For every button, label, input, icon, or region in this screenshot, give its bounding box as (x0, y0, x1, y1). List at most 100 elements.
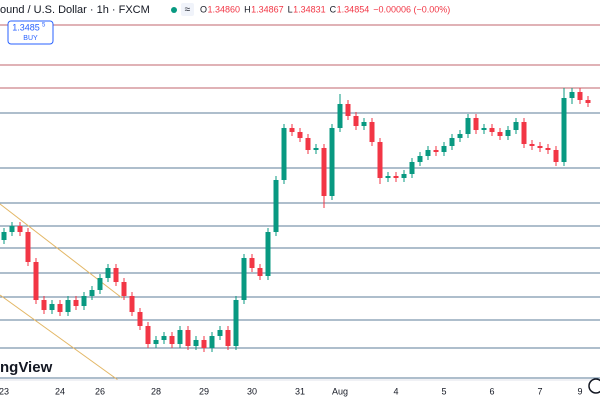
candle-body (329, 128, 335, 196)
candle-body (233, 300, 239, 346)
x-tick-label: 28 (151, 386, 161, 396)
candle-body (225, 330, 231, 346)
ohlc-letter: H (244, 4, 251, 14)
x-tick-label: 5 (441, 386, 446, 396)
candle-body (585, 100, 591, 103)
status-box (181, 3, 194, 16)
candle-body (145, 326, 151, 344)
ohlc-letter: C (330, 4, 337, 14)
candle-body (73, 300, 79, 306)
x-tick-label: 29 (199, 386, 209, 396)
candle-body (33, 262, 39, 300)
candle-body (497, 132, 503, 136)
buy-button[interactable]: 1.3485 5 BUY (7, 20, 54, 45)
watermark: ngView (0, 359, 53, 376)
candle-body (201, 340, 207, 348)
candle-body (169, 336, 175, 344)
candle-body (473, 118, 479, 130)
candle-body (529, 144, 535, 146)
candle-body (393, 176, 399, 178)
candle-body (369, 122, 375, 142)
candle-body (17, 226, 23, 232)
candle-body (1, 232, 7, 240)
candle-body (305, 138, 311, 150)
candle-body (49, 304, 55, 310)
candle-body (345, 104, 351, 116)
status-icon: ≈ (185, 5, 191, 16)
candle-body (481, 128, 487, 130)
candle-body (241, 258, 247, 300)
candle-body (465, 118, 471, 134)
candle-body (385, 176, 391, 178)
candle-body (401, 174, 407, 178)
x-tick-label: 30 (247, 386, 257, 396)
x-axis: 23 24 26 28 29 30 31 Aug 4 5 6 7 9 (0, 386, 583, 396)
candle-body (337, 104, 343, 128)
x-tick-label: 6 (489, 386, 494, 396)
x-tick-label: 7 (537, 386, 542, 396)
channel-line (0, 294, 119, 381)
buy-price-superscript[interactable]: 5 (42, 23, 46, 29)
ohlc-value: 1.34867 (251, 4, 284, 14)
candle-body (457, 134, 463, 138)
candle-body (513, 122, 519, 130)
candle-body (409, 162, 415, 174)
x-tick-label: Aug (332, 386, 348, 396)
candle-body (161, 336, 167, 340)
x-tick-label: 23 (0, 386, 9, 396)
candle-body (9, 226, 15, 232)
candle-body (353, 116, 359, 126)
candle-body (177, 330, 183, 344)
candle-body (57, 304, 63, 312)
candle-body (449, 138, 455, 146)
candle-body (25, 232, 31, 262)
candle-body (193, 340, 199, 346)
status-dot (171, 7, 177, 13)
candle-body (441, 146, 447, 152)
header-bg (0, 0, 600, 19)
candle-body (321, 148, 327, 196)
ohlc: O 1.34860 H 1.34867 L 1.34831 C 1.34854 −0.00006… (200, 4, 450, 14)
x-tick-label: 4 (393, 386, 398, 396)
candle-body (121, 282, 127, 296)
candle-body (489, 128, 495, 132)
candle-body (153, 340, 159, 344)
candle-body (377, 142, 383, 178)
buy-label[interactable]: BUY (23, 35, 38, 42)
candle-body (425, 150, 431, 156)
candle-body (81, 296, 87, 306)
candle-body (545, 148, 551, 150)
candle-body (577, 92, 583, 100)
candle-body (249, 258, 255, 268)
candle-body (521, 122, 527, 144)
buy-price[interactable]: 1.3485 (12, 22, 40, 32)
candle-body (289, 128, 295, 132)
ohlc-value: 1.34831 (293, 4, 326, 14)
ohlc-letter: O (200, 4, 207, 14)
candle-body (113, 268, 119, 282)
candle-body (105, 268, 111, 278)
candle-body (209, 336, 215, 348)
candle-body (97, 278, 103, 290)
x-tick-label: 31 (295, 386, 305, 396)
candle-body (265, 232, 271, 276)
ohlc-value: 1.34860 (208, 4, 241, 14)
candle-body (217, 330, 223, 336)
candle-body (185, 330, 191, 346)
logo-icon (588, 378, 600, 394)
candle-body (537, 146, 543, 148)
buy-box[interactable] (7, 20, 54, 45)
candle-body (137, 312, 143, 326)
candle-body (89, 290, 95, 296)
candle-body (297, 132, 303, 138)
candle-body (313, 148, 319, 150)
candle-body (505, 130, 511, 136)
ohlc-value: 1.34854 (337, 4, 370, 14)
candle-body (65, 300, 71, 312)
candle-body (273, 180, 279, 232)
candle-body (561, 98, 567, 162)
x-tick-label: 9 (577, 386, 582, 396)
symbol: ound / U.S. Dollar · 1h · FXCM (0, 4, 150, 16)
candle-body (281, 128, 287, 180)
